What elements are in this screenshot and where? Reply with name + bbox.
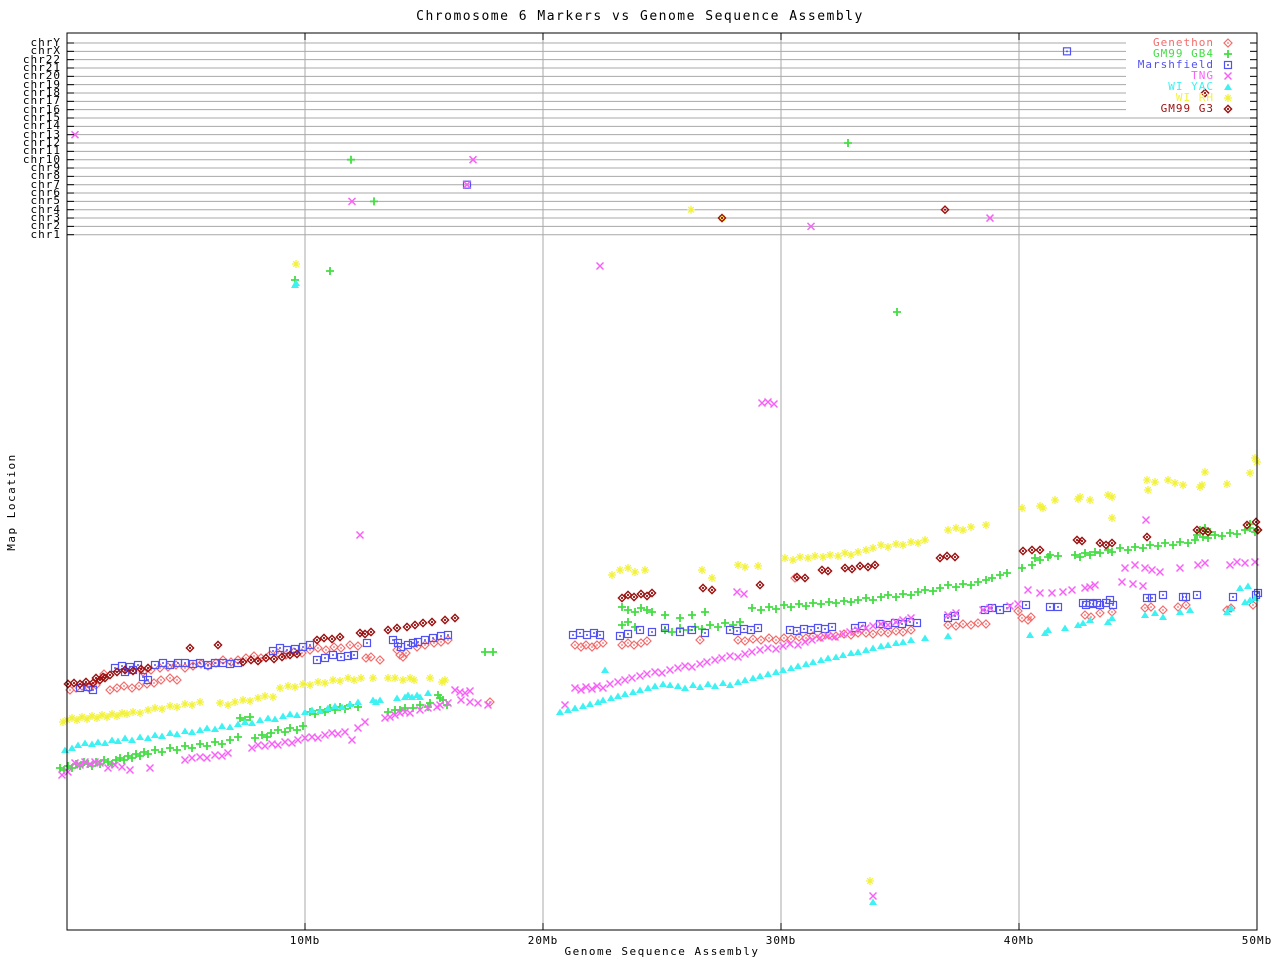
legend-marker-wi-rh [1224, 94, 1232, 102]
y-tick-label-chr6: chr6 [30, 186, 61, 200]
series-wi-yac [61, 279, 1259, 905]
y-tick-label-chr13: chr13 [22, 127, 61, 141]
legend-marker-genethon [1223, 38, 1233, 48]
y-tick-label-chr5: chr5 [30, 194, 61, 208]
chart-title: Chromosome 6 Markers vs Genome Sequence … [416, 9, 864, 24]
series-gm99-g3 [63, 88, 1263, 689]
x-tick-label: 50Mb [1241, 934, 1273, 947]
y-axis-label: Map Location [5, 453, 18, 551]
y-tick-label-chr18: chr18 [22, 86, 61, 99]
y-tick-label-chr16: chr16 [22, 102, 61, 116]
legend-marker-marshfield [1223, 60, 1233, 70]
legend-marker-gm99-gb4 [1224, 50, 1232, 58]
y-tick-label-chr2: chr2 [30, 219, 61, 233]
legend-marker-tng [1223, 71, 1233, 81]
y-tick-label-chr8: chr8 [30, 169, 61, 183]
y-tick-label-chr3: chr3 [30, 211, 61, 225]
legend-entry-tng: TNG [1191, 69, 1214, 82]
legend-background [1126, 35, 1262, 117]
legend-marker-gm99-g3 [1223, 104, 1233, 114]
y-tick-label-chr14: chr14 [22, 119, 61, 133]
y-tick-label-chr17: chr17 [22, 94, 61, 108]
legend-entry-gm99-g3: GM99 G3 [1160, 102, 1214, 115]
y-tick-label-chr22: chr22 [22, 52, 61, 66]
y-tick-label-chr1: chr1 [30, 227, 61, 241]
y-tick-label-chrY: chrY [30, 36, 61, 49]
y-tick-label-chr21: chr21 [22, 61, 61, 74]
legend-entry-gm99-gb4: GM99 GB4 [1153, 47, 1214, 60]
series-tng [57, 130, 1260, 901]
series-marshfield [75, 47, 1263, 695]
y-tick-label-chr9: chr9 [30, 161, 61, 175]
legend-entry-wi-yac: WI YAC [1168, 80, 1214, 93]
y-tick-label-chr15: chr15 [22, 111, 61, 124]
x-tick-label: 20Mb [527, 934, 559, 947]
legend-entry-marshfield: Marshfield [1137, 58, 1214, 71]
x-tick-label: 10Mb [289, 934, 321, 947]
y-tick-label-chr20: chr20 [22, 69, 61, 83]
series-wi-rh [59, 205, 1261, 885]
y-tick-label-chrX: chrX [30, 44, 61, 58]
x-tick-label: 40Mb [1003, 934, 1035, 947]
y-tick-label-chr12: chr12 [22, 136, 61, 150]
legend-marker-wi-yac [1224, 83, 1232, 90]
legend-entry-genethon: Genethon [1153, 36, 1214, 49]
y-tick-label-chr4: chr4 [30, 202, 61, 216]
x-tick-label: 30Mb [765, 934, 797, 947]
legend-entry-wi-rh: WI RH [1175, 91, 1214, 104]
y-tick-label-chr7: chr7 [30, 177, 61, 191]
plot-border [66, 32, 1258, 931]
y-tick-label-chr19: chr19 [22, 77, 61, 91]
x-axis-label: Genome Sequence Assembly [564, 945, 760, 958]
y-tick-label-chr11: chr11 [22, 144, 61, 158]
y-tick-label-chr10: chr10 [22, 152, 61, 166]
